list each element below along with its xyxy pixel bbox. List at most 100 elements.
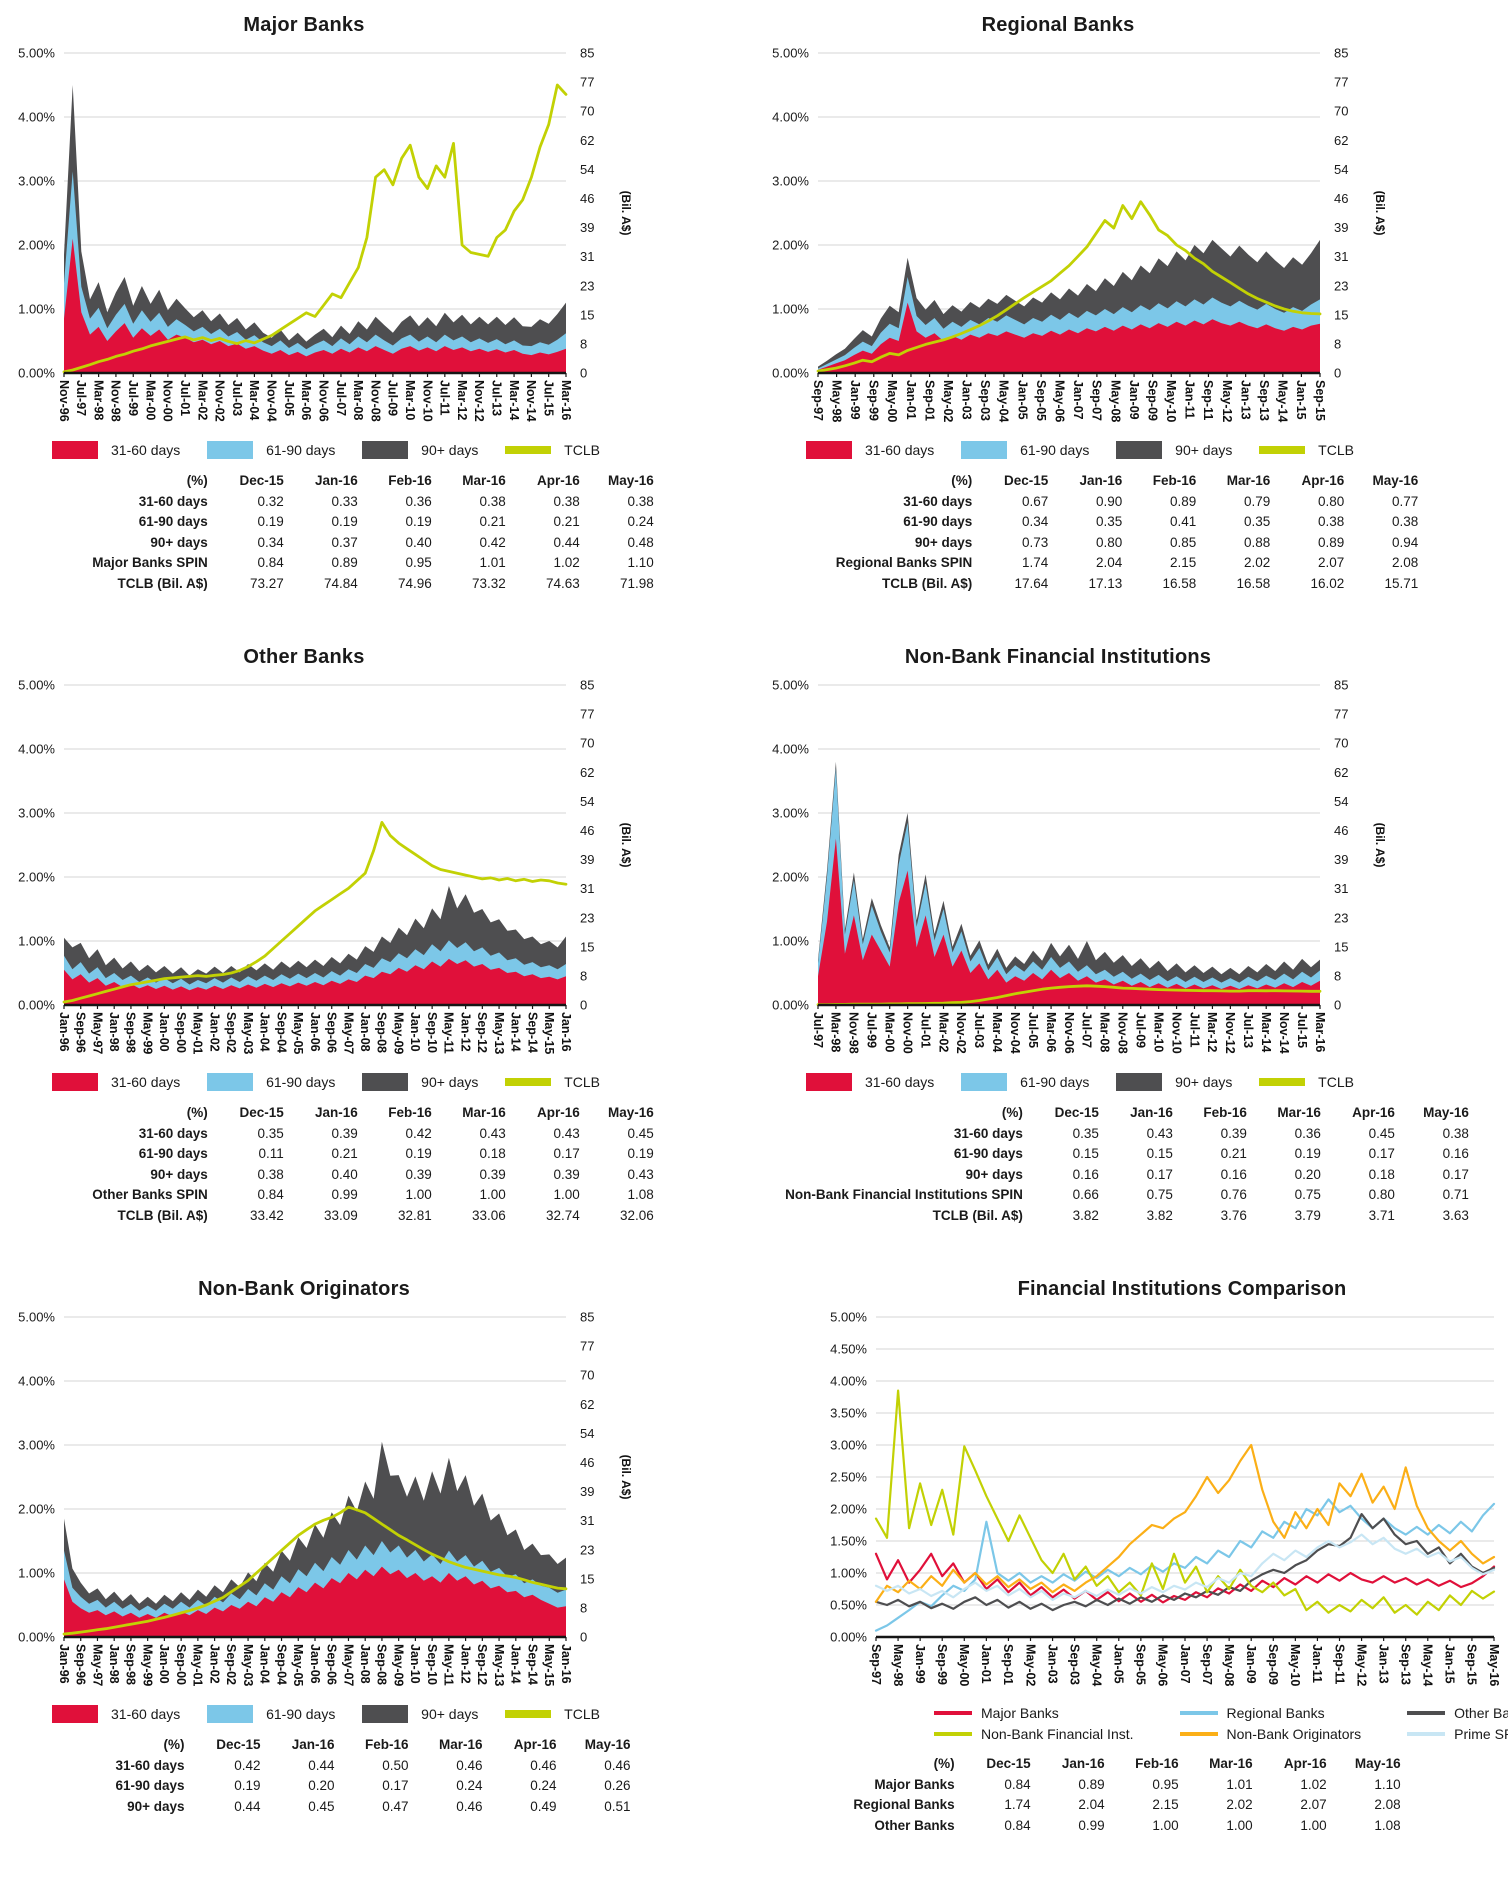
svg-text:0: 0: [580, 1630, 587, 1645]
svg-text:Sep-00: Sep-00: [174, 1644, 188, 1685]
panel-title: Financial Institutions Comparison: [1017, 1278, 1347, 1300]
chart-canvas: 5.00% 4.00% 3.00% 2.00% 1.00% 0.00% 85 77 70 62 54…: [772, 46, 1387, 423]
legend-item-31-60-days: 31-60 days: [52, 1705, 180, 1723]
row-value: 0.46: [456, 1798, 483, 1814]
svg-text:Jan-12: Jan-12: [458, 1012, 472, 1052]
svg-text:0: 0: [580, 366, 587, 381]
svg-text:4.00%: 4.00%: [18, 742, 55, 757]
area-series-31-60-days: [818, 302, 1320, 373]
row-value: 0.20: [308, 1778, 335, 1794]
row-label: 61-90 days: [953, 1146, 1023, 1162]
legend-label: 90+ days: [421, 442, 479, 458]
row-value: 0.42: [234, 1757, 261, 1773]
row-value: 71.98: [619, 575, 654, 591]
svg-text:May-08: May-08: [1108, 380, 1122, 422]
row-value: 0.11: [258, 1146, 284, 1162]
table-row-61-90-days: 61-90 days 0.34 0.35 0.41 0.35 0.38 0.38: [836, 512, 1427, 533]
svg-text:Sep-99: Sep-99: [867, 380, 881, 421]
svg-text:Jul-11: Jul-11: [438, 380, 452, 415]
table-header-month: Jan-16: [291, 1737, 335, 1752]
row-value: 16.58: [1162, 575, 1197, 591]
table-header-month: Dec-15: [216, 1737, 261, 1752]
table-row-other-banks: Other Banks 0.84 0.99 1.00 1.00 1.00 1.08: [853, 1816, 1408, 1837]
svg-text:39: 39: [580, 220, 594, 235]
row-value: 0.79: [1243, 493, 1271, 509]
svg-text:Sep-06: Sep-06: [325, 1012, 339, 1053]
table-header-month: Jan-16: [1061, 1756, 1105, 1771]
svg-text:Nov-08: Nov-08: [368, 380, 382, 422]
svg-text:Sep-96: Sep-96: [74, 1012, 88, 1053]
svg-text:8: 8: [580, 1600, 587, 1615]
legend-item-tclb: TCLB: [505, 1074, 600, 1090]
svg-text:Sep-01: Sep-01: [1001, 1644, 1015, 1685]
row-value: 0.43: [1146, 1125, 1173, 1141]
svg-text:May-11: May-11: [442, 1644, 456, 1686]
legend-item-61-90-days: 61-90 days: [207, 1073, 335, 1091]
chart-legend: Major Banks Regional Banks Other Banks Non-…: [934, 1705, 1508, 1742]
row-value: 0.38: [479, 493, 506, 509]
table-header-month: Jan-16: [1079, 473, 1123, 488]
line-series-other-banks: [874, 1513, 1496, 1612]
row-value: 0.19: [627, 1146, 654, 1162]
svg-text:2.00%: 2.00%: [18, 1502, 55, 1517]
table-row-31-60-days: 31-60 days 0.35 0.43 0.39 0.36 0.45 0.38: [785, 1124, 1477, 1145]
svg-text:May-01: May-01: [191, 1644, 205, 1686]
legend-item-regional-banks: Regional Banks: [1179, 1705, 1362, 1721]
row-value: 0.19: [405, 514, 432, 530]
svg-text:Jan-04: Jan-04: [258, 1644, 272, 1684]
svg-text:54: 54: [580, 794, 594, 809]
svg-text:Nov-02: Nov-02: [954, 1012, 968, 1054]
svg-text:0.00%: 0.00%: [18, 998, 55, 1013]
svg-text:May-12: May-12: [1354, 1644, 1368, 1686]
svg-text:23: 23: [1334, 910, 1348, 925]
legend-label: 90+ days: [1175, 442, 1233, 458]
table-header-month: Dec-15: [239, 1105, 284, 1120]
svg-text:Sep-10: Sep-10: [425, 1644, 439, 1685]
svg-text:70: 70: [1334, 104, 1348, 119]
left-axis-ticks: 5.00% 4.00% 3.00% 2.00% 1.00% 0.00%: [18, 46, 55, 381]
svg-text:62: 62: [1334, 765, 1348, 780]
svg-text:Mar-14: Mar-14: [1259, 1012, 1273, 1052]
svg-text:Sep-12: Sep-12: [475, 1012, 489, 1053]
row-value: 2.15: [1169, 555, 1197, 571]
svg-text:May-97: May-97: [90, 1012, 104, 1054]
row-value: 0.19: [234, 1778, 261, 1794]
row-value: 0.44: [553, 534, 580, 550]
svg-text:Jan-06: Jan-06: [308, 1012, 322, 1052]
row-value: 33.09: [323, 1207, 358, 1223]
row-value: 74.96: [397, 575, 432, 591]
row-value: 0.80: [1317, 493, 1345, 509]
svg-text:5.00%: 5.00%: [772, 678, 809, 693]
row-label: 31-60 days: [953, 1125, 1023, 1141]
table-row-tclb-bil-a: TCLB (Bil. A$) 73.27 74.84 74.96 73.32 74.63 7…: [92, 574, 662, 595]
table-row-major-banks: Major Banks 0.84 0.89 0.95 1.01 1.02 1.10: [853, 1775, 1408, 1796]
svg-text:Jan-09: Jan-09: [1127, 380, 1141, 420]
row-value: 0.46: [530, 1757, 557, 1773]
table-header-month: May-16: [1423, 1105, 1469, 1120]
svg-text:Mar-12: Mar-12: [1205, 1012, 1219, 1052]
svg-text:Jan-99: Jan-99: [913, 1644, 927, 1684]
svg-text:4.00%: 4.00%: [772, 742, 809, 757]
table-header-month: Feb-16: [388, 1105, 432, 1120]
row-value: 33.06: [471, 1207, 506, 1223]
svg-text:0.00%: 0.00%: [18, 366, 55, 381]
row-value: 0.19: [331, 514, 358, 530]
legend-item-prime-spin: Prime SPIN: [1407, 1726, 1508, 1742]
legend-label: TCLB: [564, 1074, 600, 1090]
svg-text:3.00%: 3.00%: [18, 1438, 55, 1453]
svg-text:70: 70: [580, 736, 594, 751]
row-label: Non-Bank Financial Institutions SPIN: [785, 1187, 1023, 1203]
svg-text:39: 39: [1334, 852, 1348, 867]
row-value: 33.42: [249, 1207, 284, 1223]
svg-text:62: 62: [1334, 133, 1348, 148]
row-value: 0.99: [1078, 1817, 1105, 1833]
svg-text:May-06: May-06: [1156, 1644, 1170, 1686]
svg-text:85: 85: [1334, 46, 1348, 61]
table-header-month: Mar-16: [1226, 473, 1271, 488]
table-header-month: May-16: [1354, 1756, 1401, 1771]
svg-text:Jan-14: Jan-14: [509, 1644, 523, 1684]
svg-text:1.00%: 1.00%: [772, 302, 809, 317]
chart-legend: 31-60 days 61-90 days 90+ days TCLB: [52, 1705, 600, 1723]
legend-label: TCLB: [1318, 442, 1354, 458]
